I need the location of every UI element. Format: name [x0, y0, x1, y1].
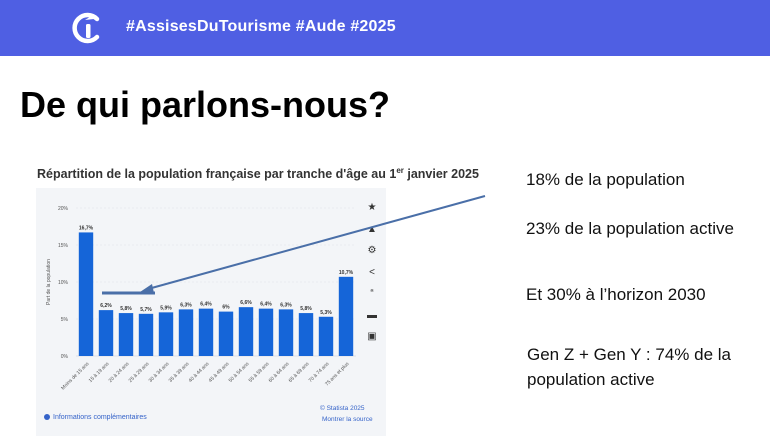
- flag-icon[interactable]: ▬: [367, 309, 377, 321]
- y-tick-label: 15%: [58, 243, 69, 249]
- info-link[interactable]: Informations complémentaires: [44, 414, 147, 421]
- arrow-head: [140, 284, 154, 293]
- bar-value-label: 5,8%: [300, 306, 312, 312]
- info-link-label: Informations complémentaires: [53, 414, 147, 421]
- y-tick-label: 10%: [58, 280, 69, 286]
- bar-chart: 0%5%10%15%20%Part de la population16,7%M…: [46, 206, 356, 391]
- bar-value-label: 10,7%: [339, 270, 354, 276]
- bar-value-label: 6,3%: [280, 302, 292, 308]
- bar: [218, 311, 234, 356]
- bar-value-label: 6,3%: [180, 302, 192, 308]
- bar: [278, 309, 294, 356]
- bar: [198, 308, 214, 356]
- annotation-arrow: [147, 195, 486, 290]
- bell-icon[interactable]: ▲: [367, 223, 377, 235]
- y-tick-label: 20%: [58, 206, 69, 212]
- bar: [98, 310, 114, 356]
- fact-gen-z-y: Gen Z + Gen Y : 74% de la population act…: [527, 345, 731, 389]
- slide-title: De qui parlons-nous?: [20, 84, 391, 125]
- bar: [178, 309, 194, 356]
- bar: [298, 313, 314, 356]
- y-axis-label: Part de la population: [46, 259, 52, 305]
- bar-value-label: 5,7%: [140, 307, 152, 313]
- bar-value-label: 6%: [222, 305, 230, 311]
- bar-value-label: 6,4%: [200, 302, 212, 308]
- bar: [238, 307, 254, 356]
- info-icon: [44, 414, 50, 421]
- bar-value-label: 6,4%: [260, 302, 272, 308]
- quote-icon[interactable]: “: [370, 288, 374, 299]
- source-link[interactable]: Montrer la source: [322, 416, 373, 423]
- y-tick-label: 0%: [61, 354, 69, 360]
- header-hashtags: #AssisesDuTourisme #Aude #2025: [126, 18, 396, 35]
- chart-title: Répartition de la population française p…: [37, 166, 479, 181]
- bar: [138, 313, 154, 356]
- gear-icon[interactable]: ⚙: [367, 245, 377, 256]
- chart-title-end: janvier 2025: [403, 167, 479, 182]
- bar: [158, 312, 174, 356]
- statista-credit: © Statista 2025: [320, 405, 365, 412]
- bar: [338, 276, 354, 356]
- bar: [258, 308, 274, 356]
- bar-value-label: 5,8%: [120, 306, 132, 312]
- fact-horizon-2030: Et 30% à l’horizon 2030: [526, 285, 706, 304]
- y-tick-label: 5%: [61, 317, 69, 323]
- chart-panel: 0% 5% 10% 15% 20% Part de la population 16,7% M…: [36, 188, 386, 436]
- fact-active-population: 23% de la population active: [526, 219, 734, 238]
- bar-value-label: 5,3%: [320, 310, 332, 316]
- print-icon[interactable]: ▣: [367, 331, 377, 342]
- bar: [118, 313, 134, 356]
- bar-value-label: 5,9%: [160, 305, 172, 311]
- share-icon[interactable]: <: [369, 266, 375, 278]
- star-icon[interactable]: ★: [367, 202, 377, 213]
- bar: [318, 316, 334, 356]
- bar: [78, 232, 94, 356]
- bar-value-label: 16,7%: [79, 225, 94, 231]
- bar-value-label: 6,2%: [100, 303, 112, 309]
- chart-title-sup: er: [396, 166, 404, 175]
- bar-value-label: 6,6%: [240, 300, 252, 306]
- cci-logo-icon: [72, 12, 100, 44]
- chart-toolbar: ★ ▲ ⚙ < “ ▬ ▣: [362, 198, 382, 349]
- fact-population: 18% de la population: [526, 170, 685, 189]
- chart-title-main: Répartition de la population française p…: [37, 167, 397, 182]
- header-bar: #AssisesDuTourisme #Aude #2025: [0, 0, 770, 56]
